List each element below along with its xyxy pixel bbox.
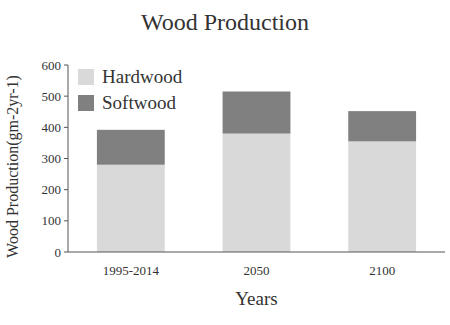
x-tick-label: 2100	[369, 263, 395, 278]
legend-swatch	[78, 69, 94, 85]
y-tick	[64, 220, 68, 221]
bar-segment	[223, 91, 291, 133]
y-tick	[64, 252, 68, 253]
chart-container: Wood Production 0 100 200 300 400 500 600 1995-2…	[0, 0, 450, 325]
chart: Wood Production 0 100 200 300 400 500 600 1995-2…	[0, 0, 450, 325]
bar-segment	[223, 134, 291, 252]
y-tick	[64, 158, 68, 159]
y-tick-label: 500	[42, 89, 62, 104]
bar-segment	[97, 130, 165, 165]
x-tick-label: 1995-2014	[103, 263, 160, 278]
title: Wood Production	[141, 9, 309, 35]
x-tick-label: 2050	[244, 263, 270, 278]
y-tick	[64, 96, 68, 97]
y-tick-label: 0	[55, 245, 62, 260]
x-axis-label: Years	[235, 288, 277, 309]
y-axis-label: Wood Production(gm-2yr-1)	[4, 75, 22, 258]
y-tick	[64, 65, 68, 66]
y-tick	[64, 189, 68, 190]
y-tick-label: 300	[42, 151, 62, 166]
legend-label: Hardwood	[102, 66, 183, 87]
y-tick-label: 200	[42, 182, 62, 197]
legend-swatch	[78, 95, 94, 111]
y-tick	[64, 127, 68, 128]
legend-label: Softwood	[102, 92, 176, 113]
y-tick-label: 600	[42, 58, 62, 73]
bar-segment	[97, 165, 165, 252]
y-tick-label: 100	[42, 213, 62, 228]
x-axis-line	[68, 252, 445, 253]
bars	[97, 91, 416, 252]
bar-segment	[348, 141, 416, 252]
bar-segment	[348, 111, 416, 141]
y-tick-label: 400	[42, 120, 62, 135]
